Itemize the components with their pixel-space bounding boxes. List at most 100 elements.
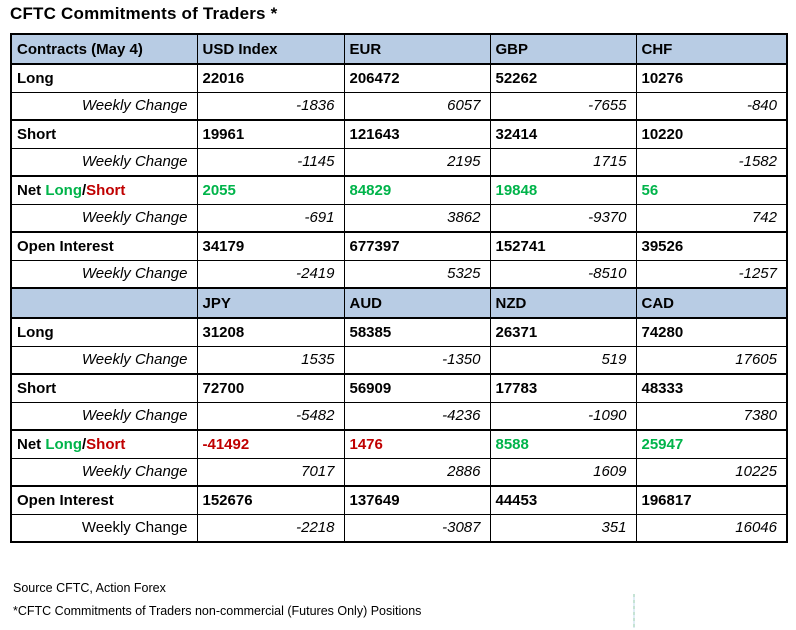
weekly-change-value: 16046 bbox=[635, 513, 788, 543]
position-value: 206472 bbox=[343, 63, 491, 93]
position-value: 84829 bbox=[343, 175, 491, 205]
currency-header-cell: CAD bbox=[635, 287, 788, 319]
position-value: 152676 bbox=[196, 485, 345, 515]
row-label: Open Interest bbox=[10, 485, 198, 515]
table-row: Open Interest 34179 677397 152741 39526 bbox=[10, 231, 788, 261]
weekly-change-value: -7655 bbox=[489, 91, 637, 121]
position-value: 34179 bbox=[196, 231, 345, 261]
header-row: JPY AUD NZD CAD bbox=[10, 287, 788, 319]
weekly-change-value: 1609 bbox=[489, 457, 637, 487]
weekly-change-value: 17605 bbox=[635, 345, 788, 375]
table-row: Long 22016 206472 52262 10276 bbox=[10, 63, 788, 93]
net-label-prefix: Net bbox=[17, 435, 46, 453]
weekly-change-value: 519 bbox=[489, 345, 637, 375]
weekly-change-value: 7017 bbox=[196, 457, 345, 487]
position-value: 22016 bbox=[196, 63, 345, 93]
weekly-change-value: 742 bbox=[635, 203, 788, 233]
header-row: Contracts (May 4) USD Index EUR GBP CHF bbox=[10, 33, 788, 65]
row-label: Long bbox=[10, 317, 198, 347]
table-row: Weekly Change -691 3862 -9370 742 bbox=[10, 203, 788, 233]
position-value: 677397 bbox=[343, 231, 491, 261]
weekly-change-value: 5325 bbox=[343, 259, 491, 289]
position-value: 56909 bbox=[343, 373, 491, 403]
cot-table-body: Contracts (May 4) USD Index EUR GBP CHF Long 2… bbox=[10, 33, 788, 543]
table-row: Net Long/Short -41492 1476 8588 25947 bbox=[10, 429, 788, 459]
weekly-change-value: 2195 bbox=[343, 147, 491, 177]
row-label: Short bbox=[10, 373, 198, 403]
currency-header-cell: AUD bbox=[343, 287, 491, 319]
position-value: 137649 bbox=[343, 485, 491, 515]
currency-header-cell: EUR bbox=[343, 33, 491, 65]
position-value: 196817 bbox=[635, 485, 788, 515]
position-value: 19848 bbox=[489, 175, 637, 205]
weekly-change-value: -691 bbox=[196, 203, 345, 233]
weekly-change-value: 2886 bbox=[343, 457, 491, 487]
weekly-change-value: -1090 bbox=[489, 401, 637, 431]
weekly-change-value: 6057 bbox=[343, 91, 491, 121]
position-value: 25947 bbox=[635, 429, 788, 459]
table-row: Weekly Change -2218 -3087 351 16046 bbox=[10, 513, 788, 543]
row-label: Open Interest bbox=[10, 231, 198, 261]
weekly-change-value: -9370 bbox=[489, 203, 637, 233]
position-value: 44453 bbox=[489, 485, 637, 515]
weekly-change-value: 7380 bbox=[635, 401, 788, 431]
position-value: 8588 bbox=[489, 429, 637, 459]
currency-header-cell: NZD bbox=[489, 287, 637, 319]
position-value: 58385 bbox=[343, 317, 491, 347]
row-label: Weekly Change bbox=[10, 147, 198, 177]
row-label: Weekly Change bbox=[10, 457, 198, 487]
footnote-text: *CFTC Commitments of Traders non-commerc… bbox=[13, 604, 422, 618]
net-label-short: Short bbox=[86, 181, 126, 199]
row-label: Weekly Change bbox=[10, 259, 198, 289]
position-value: 52262 bbox=[489, 63, 637, 93]
weekly-change-value: -2419 bbox=[196, 259, 345, 289]
weekly-change-value: -840 bbox=[635, 91, 788, 121]
table-row: Weekly Change -5482 -4236 -1090 7380 bbox=[10, 401, 788, 431]
weekly-change-value: 1715 bbox=[489, 147, 637, 177]
position-value: 32414 bbox=[489, 119, 637, 149]
row-label: Net Long/Short bbox=[10, 175, 198, 205]
weekly-change-value: -1350 bbox=[343, 345, 491, 375]
weekly-change-value: 351 bbox=[489, 513, 637, 543]
currency-header-cell: JPY bbox=[196, 287, 345, 319]
weekly-change-value: -3087 bbox=[343, 513, 491, 543]
net-label-prefix: Net bbox=[17, 181, 46, 199]
net-label-short: Short bbox=[86, 435, 126, 453]
currency-header-cell: USD Index bbox=[196, 33, 345, 65]
position-value: 19961 bbox=[196, 119, 345, 149]
row-label: Weekly Change bbox=[10, 91, 198, 121]
position-value: 2055 bbox=[196, 175, 345, 205]
position-value: 56 bbox=[635, 175, 788, 205]
weekly-change-value: 1535 bbox=[196, 345, 345, 375]
position-value: 31208 bbox=[196, 317, 345, 347]
weekly-change-value: -1145 bbox=[196, 147, 345, 177]
position-value: 17783 bbox=[489, 373, 637, 403]
weekly-change-value: -1836 bbox=[196, 91, 345, 121]
table-row: Short 72700 56909 17783 48333 bbox=[10, 373, 788, 403]
weekly-change-value: -8510 bbox=[489, 259, 637, 289]
corner-header-cell: Contracts (May 4) bbox=[10, 33, 198, 65]
position-value: 74280 bbox=[635, 317, 788, 347]
weekly-change-value: -1257 bbox=[635, 259, 788, 289]
table-row: Weekly Change -2419 5325 -8510 -1257 bbox=[10, 259, 788, 289]
position-value: 1476 bbox=[343, 429, 491, 459]
table-row: Open Interest 152676 137649 44453 196817 bbox=[10, 485, 788, 515]
table-row: Weekly Change -1836 6057 -7655 -840 bbox=[10, 91, 788, 121]
table-row: Short 19961 121643 32414 10220 bbox=[10, 119, 788, 149]
weekly-change-value: 3862 bbox=[343, 203, 491, 233]
row-label: Long bbox=[10, 63, 198, 93]
cot-table: Contracts (May 4) USD Index EUR GBP CHF Long 2… bbox=[10, 33, 788, 543]
position-value: 39526 bbox=[635, 231, 788, 261]
row-label: Weekly Change bbox=[10, 345, 198, 375]
position-value: 152741 bbox=[489, 231, 637, 261]
table-row: Weekly Change 7017 2886 1609 10225 bbox=[10, 457, 788, 487]
row-label: Weekly Change bbox=[10, 513, 198, 543]
page-title: CFTC Commitments of Traders * bbox=[10, 4, 278, 23]
table-row: Weekly Change 1535 -1350 519 17605 bbox=[10, 345, 788, 375]
row-label: Short bbox=[10, 119, 198, 149]
table-row: Long 31208 58385 26371 74280 bbox=[10, 317, 788, 347]
position-value: 10276 bbox=[635, 63, 788, 93]
weekly-change-value: -4236 bbox=[343, 401, 491, 431]
net-label-slash: / bbox=[82, 181, 87, 199]
row-label: Weekly Change bbox=[10, 401, 198, 431]
